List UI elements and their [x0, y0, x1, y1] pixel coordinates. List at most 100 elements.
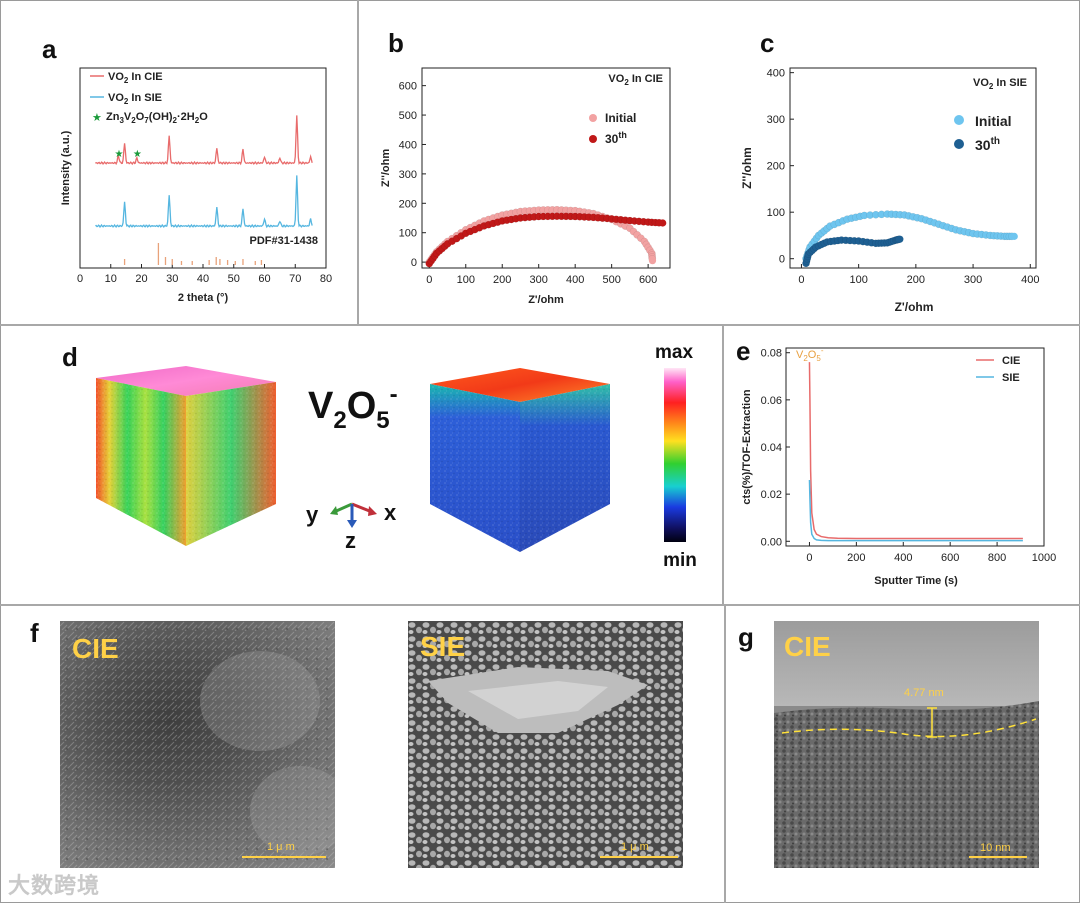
chart-ytick-label: 400 — [767, 68, 785, 80]
axis-y-label: y — [306, 502, 319, 527]
chart-b-frame — [421, 67, 671, 269]
chart-ytick-label: 0 — [411, 257, 417, 269]
chart-e-xtick-label: 0 — [806, 552, 812, 564]
chart-xtick-label: 0 — [426, 274, 432, 286]
colorbar-max: max — [655, 342, 693, 363]
chart-ytick-label: 0 — [779, 254, 785, 266]
scalebar-sie-text: 1 μ m — [621, 841, 649, 853]
chart-b: 0 100 200 300 400 500 600 0 100 200 300 400 500 600 V… — [380, 67, 671, 306]
chart-point-initial — [648, 257, 657, 265]
chart-point-30th — [896, 235, 904, 243]
chart-c-series — [802, 210, 1018, 268]
chart-c-title: VO2 In SIE — [973, 77, 1027, 91]
chart-e-xtick-label: 800 — [988, 552, 1006, 564]
chart-c-xlabel: Z'/ohm — [895, 300, 934, 314]
chart-b-title: VO2 In CIE — [608, 73, 663, 87]
cube-sie — [430, 368, 610, 552]
sem-label-cie: CIE — [72, 633, 119, 664]
divider-ab — [357, 0, 359, 326]
chart-b-series — [425, 205, 667, 268]
tem-image-cie: CIE 4.77 nm 10 nm — [774, 621, 1039, 868]
axis-z-label: z — [345, 528, 356, 553]
tem-thickness: 4.77 nm — [904, 687, 944, 699]
chart-xtick-label: 200 — [907, 274, 925, 286]
sem-cie-texture — [60, 621, 335, 868]
chart-c-legend-initial: Initial — [975, 113, 1012, 129]
chart-e-xtick-label: 200 — [847, 552, 865, 564]
panel-label-g: g — [738, 622, 754, 652]
chart-xtick-label: 300 — [530, 274, 548, 286]
chart-ytick-label: 100 — [767, 207, 785, 219]
chart-xtick-label: 600 — [639, 274, 657, 286]
chart-b-ylabel: Z''/ohm — [380, 149, 392, 187]
chart-c-ylabel: Z''/ohm — [740, 147, 754, 189]
panel-label-b: b — [388, 28, 404, 58]
chart-b-legend-30th: 30th — [605, 130, 627, 146]
panel-label-d: d — [62, 342, 78, 372]
chart-xtick-label: 400 — [566, 274, 584, 286]
sem-image-cie: CIE 1 μ m — [60, 621, 335, 868]
star-icon: ★ — [114, 149, 123, 160]
chart-a-ylabel: Intensity (a.u.) — [60, 130, 72, 205]
chart-xtick-label: 500 — [602, 274, 620, 286]
cube-cie — [96, 366, 276, 546]
chart-e-series-cie — [808, 362, 1023, 540]
chart-a-xtick-label: 0 — [77, 273, 83, 285]
chart-e-xtick-label: 400 — [894, 552, 912, 564]
chart-e-legend-sie: SIE — [1002, 372, 1020, 384]
chart-a-series-cie — [95, 115, 313, 166]
chart-ytick-label: 300 — [767, 114, 785, 126]
chart-a-xticks: 0 10 20 30 40 50 60 70 80 — [77, 264, 332, 285]
divider-row2 — [0, 604, 1080, 606]
chart-a-legend: VO2 In CIE VO2 In SIE ★ Zn3V2O7(OH)2·2H2… — [90, 71, 208, 125]
chart-c-legend: Initial 30th — [954, 113, 1012, 153]
chart-point-30th — [659, 219, 667, 227]
chart-a-xlabel: 2 theta (°) — [178, 292, 229, 304]
scalebar-tem — [969, 856, 1027, 858]
chart-e-ticks: 0 200 400 600 800 1000 0.00 0.02 0.04 0.06 0.08 — [761, 348, 1057, 564]
divider-fg — [724, 606, 726, 903]
chart-a-xtick-label: 50 — [228, 273, 240, 285]
chart-a-series: ★ ★ — [95, 115, 313, 229]
chart-e-legend: CIE SIE — [976, 355, 1020, 384]
colorbar — [664, 368, 686, 542]
scalebar-cie-text: 1 μ m — [267, 841, 295, 853]
chart-e-ylabel: cts(%)/TOF-Extraction — [741, 389, 753, 505]
chart-ytick-label: 600 — [399, 81, 417, 93]
chart-a-legend-cie: VO2 In CIE — [108, 71, 163, 85]
tem-texture — [774, 621, 1039, 868]
axes-glyph: y x z — [306, 500, 397, 553]
chart-b-legend: Initial 30th — [589, 111, 636, 146]
chart-a-xtick-label: 40 — [197, 273, 209, 285]
chart-e-legend-cie: CIE — [1002, 355, 1020, 367]
chart-e-ytick-label: 0.04 — [761, 442, 782, 454]
panel-d: V2O5- y x z max min — [96, 342, 697, 571]
chart-b-xlabel: Z'/ohm — [528, 294, 564, 306]
chart-a-xtick-label: 20 — [135, 273, 147, 285]
chart-c: 0 100 200 300 400 0 100 200 300 400 VO2 In SIE In… — [740, 67, 1040, 314]
chart-e-xlabel: Sputter Time (s) — [874, 575, 958, 587]
divider-de — [722, 326, 724, 606]
chart-a-pdf-label: PDF#31-1438 — [250, 235, 319, 247]
chart-c-ticks: 0 100 200 300 400 0 100 200 300 400 — [767, 68, 1040, 286]
chart-ytick-label: 500 — [399, 110, 417, 122]
chart-e-ytick-label: 0.06 — [761, 395, 782, 407]
axis-x-label: x — [384, 500, 397, 525]
chart-a-xtick-label: 80 — [320, 273, 332, 285]
chart-xtick-label: 400 — [1021, 274, 1039, 286]
chart-ytick-label: 200 — [399, 198, 417, 210]
chart-e: 0 200 400 600 800 1000 0.00 0.02 0.04 0.06 0.08 V2… — [741, 346, 1057, 587]
chart-xtick-label: 300 — [964, 274, 982, 286]
chart-ytick-label: 200 — [767, 161, 785, 173]
chart-xtick-label: 100 — [457, 274, 475, 286]
panel-label-f: f — [30, 618, 39, 648]
chart-e-annotation: V2O5- — [796, 346, 824, 363]
chart-a-xtick-label: 10 — [105, 273, 117, 285]
scalebar-sie — [600, 856, 678, 858]
chart-ytick-label: 100 — [399, 228, 417, 240]
sem-label-sie: SIE — [420, 631, 466, 662]
chart-xtick-label: 200 — [493, 274, 511, 286]
chart-c-frame — [789, 67, 1037, 269]
panel-label-a: a — [42, 34, 57, 64]
chart-a-pdf-ticks — [123, 243, 263, 265]
